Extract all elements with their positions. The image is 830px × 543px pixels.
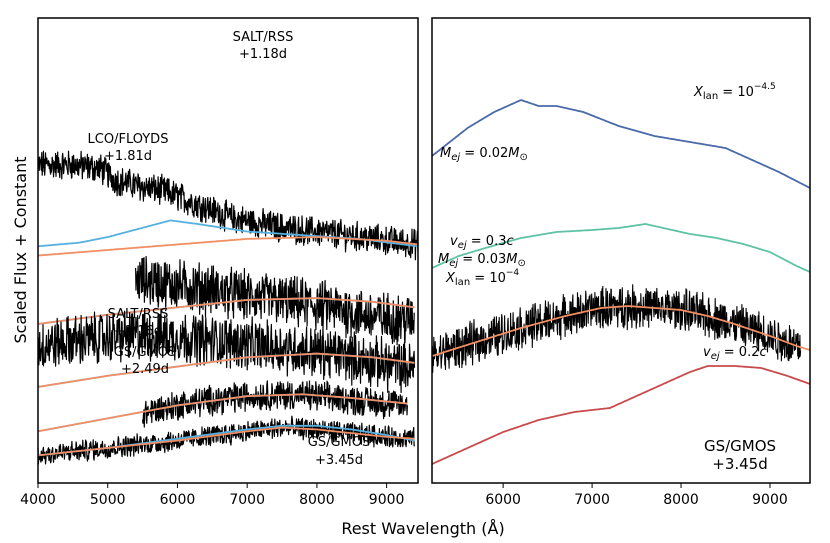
right-tick-label-7000: 7000: [574, 492, 610, 508]
right-tick-label-9000: 9000: [752, 492, 788, 508]
model-orange-0: [37, 236, 418, 257]
right-annotation-epoch: +3.45d: [712, 455, 768, 473]
observed-spectrum-4: [37, 415, 416, 465]
label-fit-vej: vej = 0.3c: [450, 234, 514, 251]
right-panel: 6000 7000 8000 9000 Xlan = 10−4.5 Mej = 0.0…: [431, 17, 811, 508]
left-tick-label-9000: 9000: [369, 492, 405, 508]
left-panel: 4000 5000 6000 7000 8000 9000 SALT/RSS +1.18d…: [20, 17, 419, 508]
label-salt-216-epoch: +2.16d: [114, 324, 162, 339]
label-salt-118-epoch: +1.18d: [239, 47, 287, 62]
right-tick-label-8000: 8000: [663, 492, 699, 508]
left-x-ticks: 4000 5000 6000 7000 8000 9000: [20, 483, 404, 508]
left-tick-label-4000: 4000: [20, 492, 56, 508]
right-panel-frame: [431, 17, 811, 484]
label-fit-xlan: Xlan = 10−4: [445, 268, 519, 288]
label-lco-181-instrument: LCO/FLOYDS: [88, 132, 169, 147]
left-tick-label-5000: 5000: [90, 492, 126, 508]
observed-spectrum-0: [37, 150, 419, 261]
model-orange-4: [37, 426, 415, 457]
label-salt-118-instrument: SALT/RSS: [233, 30, 294, 45]
label-xlan-model: Xlan = 10−4.5: [693, 82, 776, 102]
left-panel-frame: [37, 17, 419, 484]
model-orange-2: [37, 352, 415, 388]
label-mej-model: Mej = 0.02M⊙: [440, 146, 528, 163]
right-annotation-instrument: GS/GMOS: [704, 437, 776, 455]
label-gmos-345-epoch: +3.45d: [315, 453, 363, 468]
observed-spectrum-1: [135, 255, 415, 346]
right-x-ticks: 6000 7000 8000 9000: [485, 483, 788, 508]
left-spectra-group: [37, 150, 419, 465]
label-gmos-249-instrument: GS/GMOS: [114, 345, 176, 360]
model-line-xlan: [431, 99, 811, 189]
observed-spectrum-right: [431, 284, 802, 374]
left-tick-label-6000: 6000: [160, 492, 196, 508]
label-gmos-249-epoch: +2.49d: [121, 362, 169, 377]
label-vej-model: vej = 0.2c: [703, 345, 767, 362]
label-lco-181-epoch: +1.81d: [104, 149, 152, 164]
label-gmos-345-instrument: GS/GMOS: [308, 435, 370, 450]
left-tick-label-7000: 7000: [229, 492, 265, 508]
label-salt-216-instrument: SALT/RSS: [108, 307, 169, 322]
model-orange-3: [37, 393, 408, 433]
left-tick-label-8000: 8000: [299, 492, 335, 508]
observed-spectrum-2: [37, 308, 416, 394]
y-axis-title: Scaled Flux + Constant: [11, 156, 30, 343]
label-fit-mej: Mej = 0.03M⊙: [438, 252, 526, 269]
model-line-mej: [431, 223, 810, 273]
x-axis-title: Rest Wavelength (Å): [341, 519, 504, 538]
right-tick-label-6000: 6000: [485, 492, 521, 508]
model-line-vej: [431, 365, 810, 465]
model-line-fit: [431, 305, 810, 357]
right-spectra-group: [431, 99, 811, 465]
